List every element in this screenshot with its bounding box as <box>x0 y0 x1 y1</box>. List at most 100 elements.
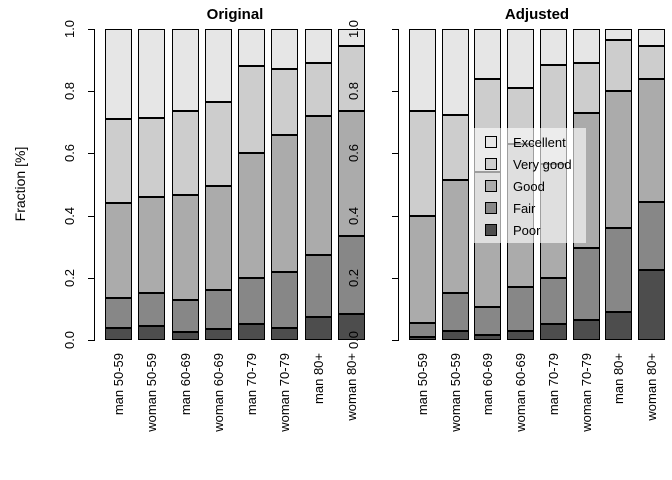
y-tick-label: 0.0 <box>346 330 361 350</box>
y-tick <box>88 91 95 92</box>
y-tick-label: 0.2 <box>346 268 361 288</box>
bar-segment-very-good <box>637 46 665 79</box>
bar-segment-poor <box>304 316 332 340</box>
bar-segment-poor <box>337 313 365 340</box>
bar-segment-excellent <box>204 29 232 103</box>
legend-row: Poor <box>485 219 586 241</box>
legend-label: Good <box>513 178 545 194</box>
bar-segment-excellent <box>637 29 665 47</box>
y-tick-label: 0.4 <box>62 206 77 226</box>
bars-area-original <box>99 29 371 340</box>
bar-segment-very-good <box>304 63 332 117</box>
y-tick <box>392 340 399 341</box>
x-tick-label: man 50-59 <box>111 353 126 416</box>
bar-segment-excellent <box>105 29 132 120</box>
x-tick-label: man 70-79 <box>545 353 561 416</box>
bar-segment-poor <box>204 329 232 340</box>
bar-segment-good <box>271 134 299 272</box>
legend-swatch-icon <box>485 224 497 236</box>
bar-original-woman-60-69 <box>204 29 232 340</box>
y-axis-title: Fraction [%] <box>12 146 28 222</box>
x-tick-label: woman 50-59 <box>144 353 160 432</box>
bar-segment-poor <box>572 319 600 340</box>
y-tick <box>392 216 399 217</box>
y-tick <box>392 29 399 30</box>
bar-segment-fair <box>605 228 633 313</box>
bar-segment-fair <box>271 271 299 328</box>
bar-segment-fair <box>238 277 266 325</box>
bar-segment-fair <box>304 254 332 317</box>
bar-segment-very-good <box>238 66 266 154</box>
bar-segment-poor <box>474 335 502 340</box>
bar-segment-fair <box>409 322 436 337</box>
bar-segment-very-good <box>409 111 436 216</box>
bar-segment-very-good <box>204 102 232 187</box>
bar-segment-good <box>637 78 665 202</box>
x-tick-label: woman 70-79 <box>277 353 293 432</box>
bar-segment-good <box>441 179 469 294</box>
x-tick-label: man 60-69 <box>177 353 193 416</box>
x-tick-label: man 70-79 <box>244 353 260 416</box>
y-tick-label: 1.0 <box>62 19 77 39</box>
bar-adjusted-man-50-59 <box>409 29 436 340</box>
bar-segment-fair <box>539 277 567 325</box>
y-tick <box>88 278 95 279</box>
y-tick-label: 1.0 <box>346 19 361 39</box>
bar-segment-very-good <box>572 63 600 113</box>
y-tick <box>392 91 399 92</box>
bar-segment-excellent <box>171 29 199 112</box>
bar-original-woman-50-59 <box>138 29 166 340</box>
bar-segment-poor <box>138 326 166 340</box>
legend-row: Very good <box>485 153 586 175</box>
bar-segment-poor <box>409 336 436 340</box>
bar-segment-good <box>138 196 166 294</box>
y-tick <box>88 29 95 30</box>
bar-original-woman-70-79 <box>271 29 299 340</box>
bar-segment-good <box>204 186 232 291</box>
legend-swatch-icon <box>485 158 497 170</box>
y-tick <box>392 153 399 154</box>
bar-segment-good <box>337 111 365 236</box>
bar-segment-very-good <box>171 111 199 196</box>
bar-segment-good <box>105 203 132 299</box>
bar-segment-poor <box>539 324 567 340</box>
bar-segment-very-good <box>271 69 299 135</box>
bar-segment-excellent <box>605 29 633 40</box>
bar-segment-very-good <box>337 46 365 112</box>
bar-segment-excellent <box>474 29 502 79</box>
bar-segment-fair <box>138 293 166 327</box>
x-tick-label: woman 50-59 <box>447 353 463 432</box>
bar-segment-good <box>304 116 332 255</box>
y-tick-label: 0.8 <box>62 81 77 101</box>
bar-segment-fair <box>337 235 365 314</box>
bar-segment-fair <box>474 307 502 336</box>
bar-adjusted-woman-50-59 <box>441 29 469 340</box>
bar-segment-fair <box>507 287 535 331</box>
y-tick-label: 0.6 <box>62 143 77 163</box>
bar-segment-fair <box>637 201 665 271</box>
legend-label: Poor <box>513 222 541 238</box>
bar-segment-good <box>605 91 633 229</box>
legend-swatch-icon <box>485 136 497 148</box>
bar-adjusted-man-80+ <box>605 29 633 340</box>
y-tick <box>88 153 95 154</box>
bar-segment-poor <box>105 327 132 340</box>
bar-segment-good <box>409 215 436 323</box>
bar-segment-very-good <box>441 114 469 180</box>
y-tick <box>392 278 399 279</box>
y-tick-label: 0.2 <box>62 268 77 288</box>
bar-segment-good <box>238 153 266 278</box>
x-tick-label: man 60-69 <box>480 353 496 416</box>
bar-original-man-60-69 <box>171 29 199 340</box>
bar-segment-excellent <box>441 29 469 115</box>
bar-segment-poor <box>171 332 199 340</box>
bar-original-man-70-79 <box>238 29 266 340</box>
x-tick-label: man 80+ <box>310 353 326 404</box>
y-tick-label: 0.0 <box>62 330 77 350</box>
legend-row: Excellent <box>485 131 586 153</box>
x-tick-label: man 80+ <box>611 353 627 404</box>
bar-segment-very-good <box>605 39 633 92</box>
bar-segment-poor <box>238 324 266 340</box>
legend: Excellent Very good Good Fair Poor <box>473 128 586 243</box>
